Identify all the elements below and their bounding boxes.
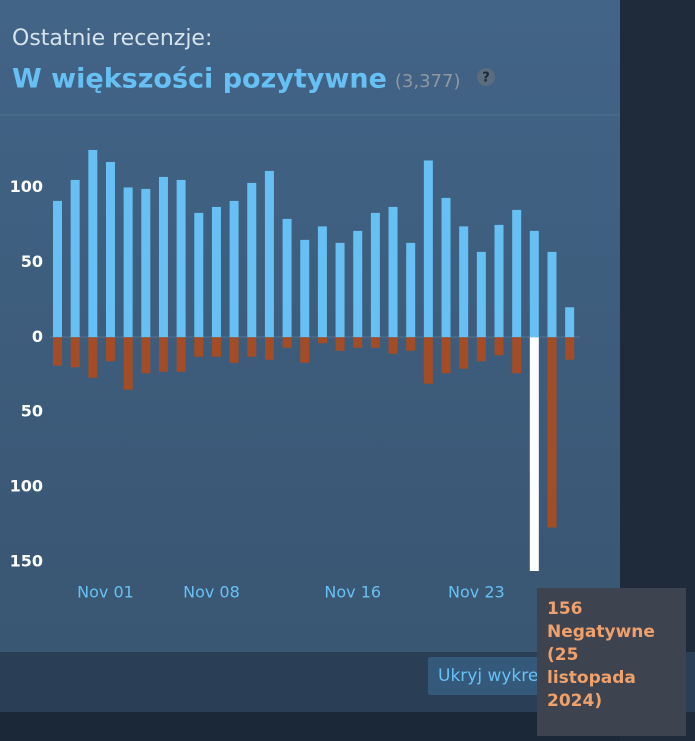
y-tick-label: 150	[10, 552, 43, 571]
bar	[211, 337, 221, 357]
review-count: (3,377)	[395, 71, 461, 92]
x-tick-label: Nov 08	[183, 583, 240, 602]
bar	[123, 337, 133, 390]
bar	[176, 337, 186, 372]
bar	[406, 242, 416, 338]
bar	[229, 200, 239, 338]
bar	[494, 224, 504, 338]
bar	[70, 179, 80, 338]
y-tick-label: 0	[32, 327, 43, 346]
y-tick-label: 100	[10, 477, 43, 496]
bar	[88, 149, 98, 338]
bar	[353, 337, 363, 348]
bar	[353, 230, 363, 338]
bar	[459, 226, 469, 338]
bar	[123, 187, 133, 338]
bar	[441, 197, 451, 338]
bar	[565, 337, 575, 360]
bar	[423, 337, 433, 384]
bar	[141, 188, 151, 338]
bar	[317, 337, 327, 344]
bar	[194, 337, 204, 357]
section-label: Ostatnie recenzje:	[12, 26, 212, 51]
bar	[211, 206, 221, 338]
tooltip-series: Negatywne	[547, 622, 655, 642]
bar	[229, 337, 239, 363]
x-tick-label: Nov 16	[324, 583, 381, 602]
tooltip-date: (25 listopada 2024)	[547, 645, 636, 711]
bar	[247, 182, 257, 338]
bar	[547, 337, 557, 528]
bar	[158, 176, 168, 338]
y-tick-label: 100	[10, 177, 43, 196]
bar	[194, 212, 204, 338]
bar	[105, 161, 115, 338]
bar	[53, 337, 62, 366]
help-icon[interactable]	[477, 68, 495, 86]
bar	[565, 307, 575, 338]
bar	[459, 337, 469, 369]
bar	[476, 251, 486, 338]
bar	[406, 337, 416, 351]
help-mark[interactable]: ?	[482, 71, 490, 86]
bar	[264, 170, 274, 338]
bar	[264, 337, 274, 360]
bar	[370, 337, 380, 348]
bar	[529, 337, 539, 572]
bar	[105, 337, 115, 362]
y-tick-label: 50	[21, 252, 43, 271]
bar	[512, 337, 522, 374]
rating: W większości pozytywne	[12, 64, 387, 95]
bar	[176, 179, 186, 338]
x-tick-label: Nov 01	[77, 583, 134, 602]
bar	[441, 337, 451, 374]
bar	[335, 242, 345, 338]
bar	[529, 230, 539, 338]
bar	[388, 337, 398, 354]
bar	[370, 212, 380, 338]
bar	[300, 239, 310, 338]
tooltip-value: 156	[547, 599, 583, 619]
bar	[388, 206, 398, 338]
bar	[53, 200, 62, 338]
bar	[158, 337, 168, 372]
bar	[512, 209, 522, 338]
bar	[423, 160, 433, 338]
bar	[300, 337, 310, 363]
tooltip: 156 Negatywne (25 listopada 2024)	[537, 588, 686, 736]
bar	[317, 226, 327, 338]
bar	[282, 337, 292, 348]
bar	[335, 337, 345, 351]
x-tick-label: Nov 23	[448, 583, 505, 602]
bar	[70, 337, 80, 368]
bar	[88, 337, 98, 378]
bar	[547, 251, 557, 338]
bar	[476, 337, 486, 362]
bar	[247, 337, 257, 357]
bar	[282, 218, 292, 338]
y-tick-label: 50	[21, 402, 43, 421]
bar	[494, 337, 504, 356]
bar	[141, 337, 151, 374]
